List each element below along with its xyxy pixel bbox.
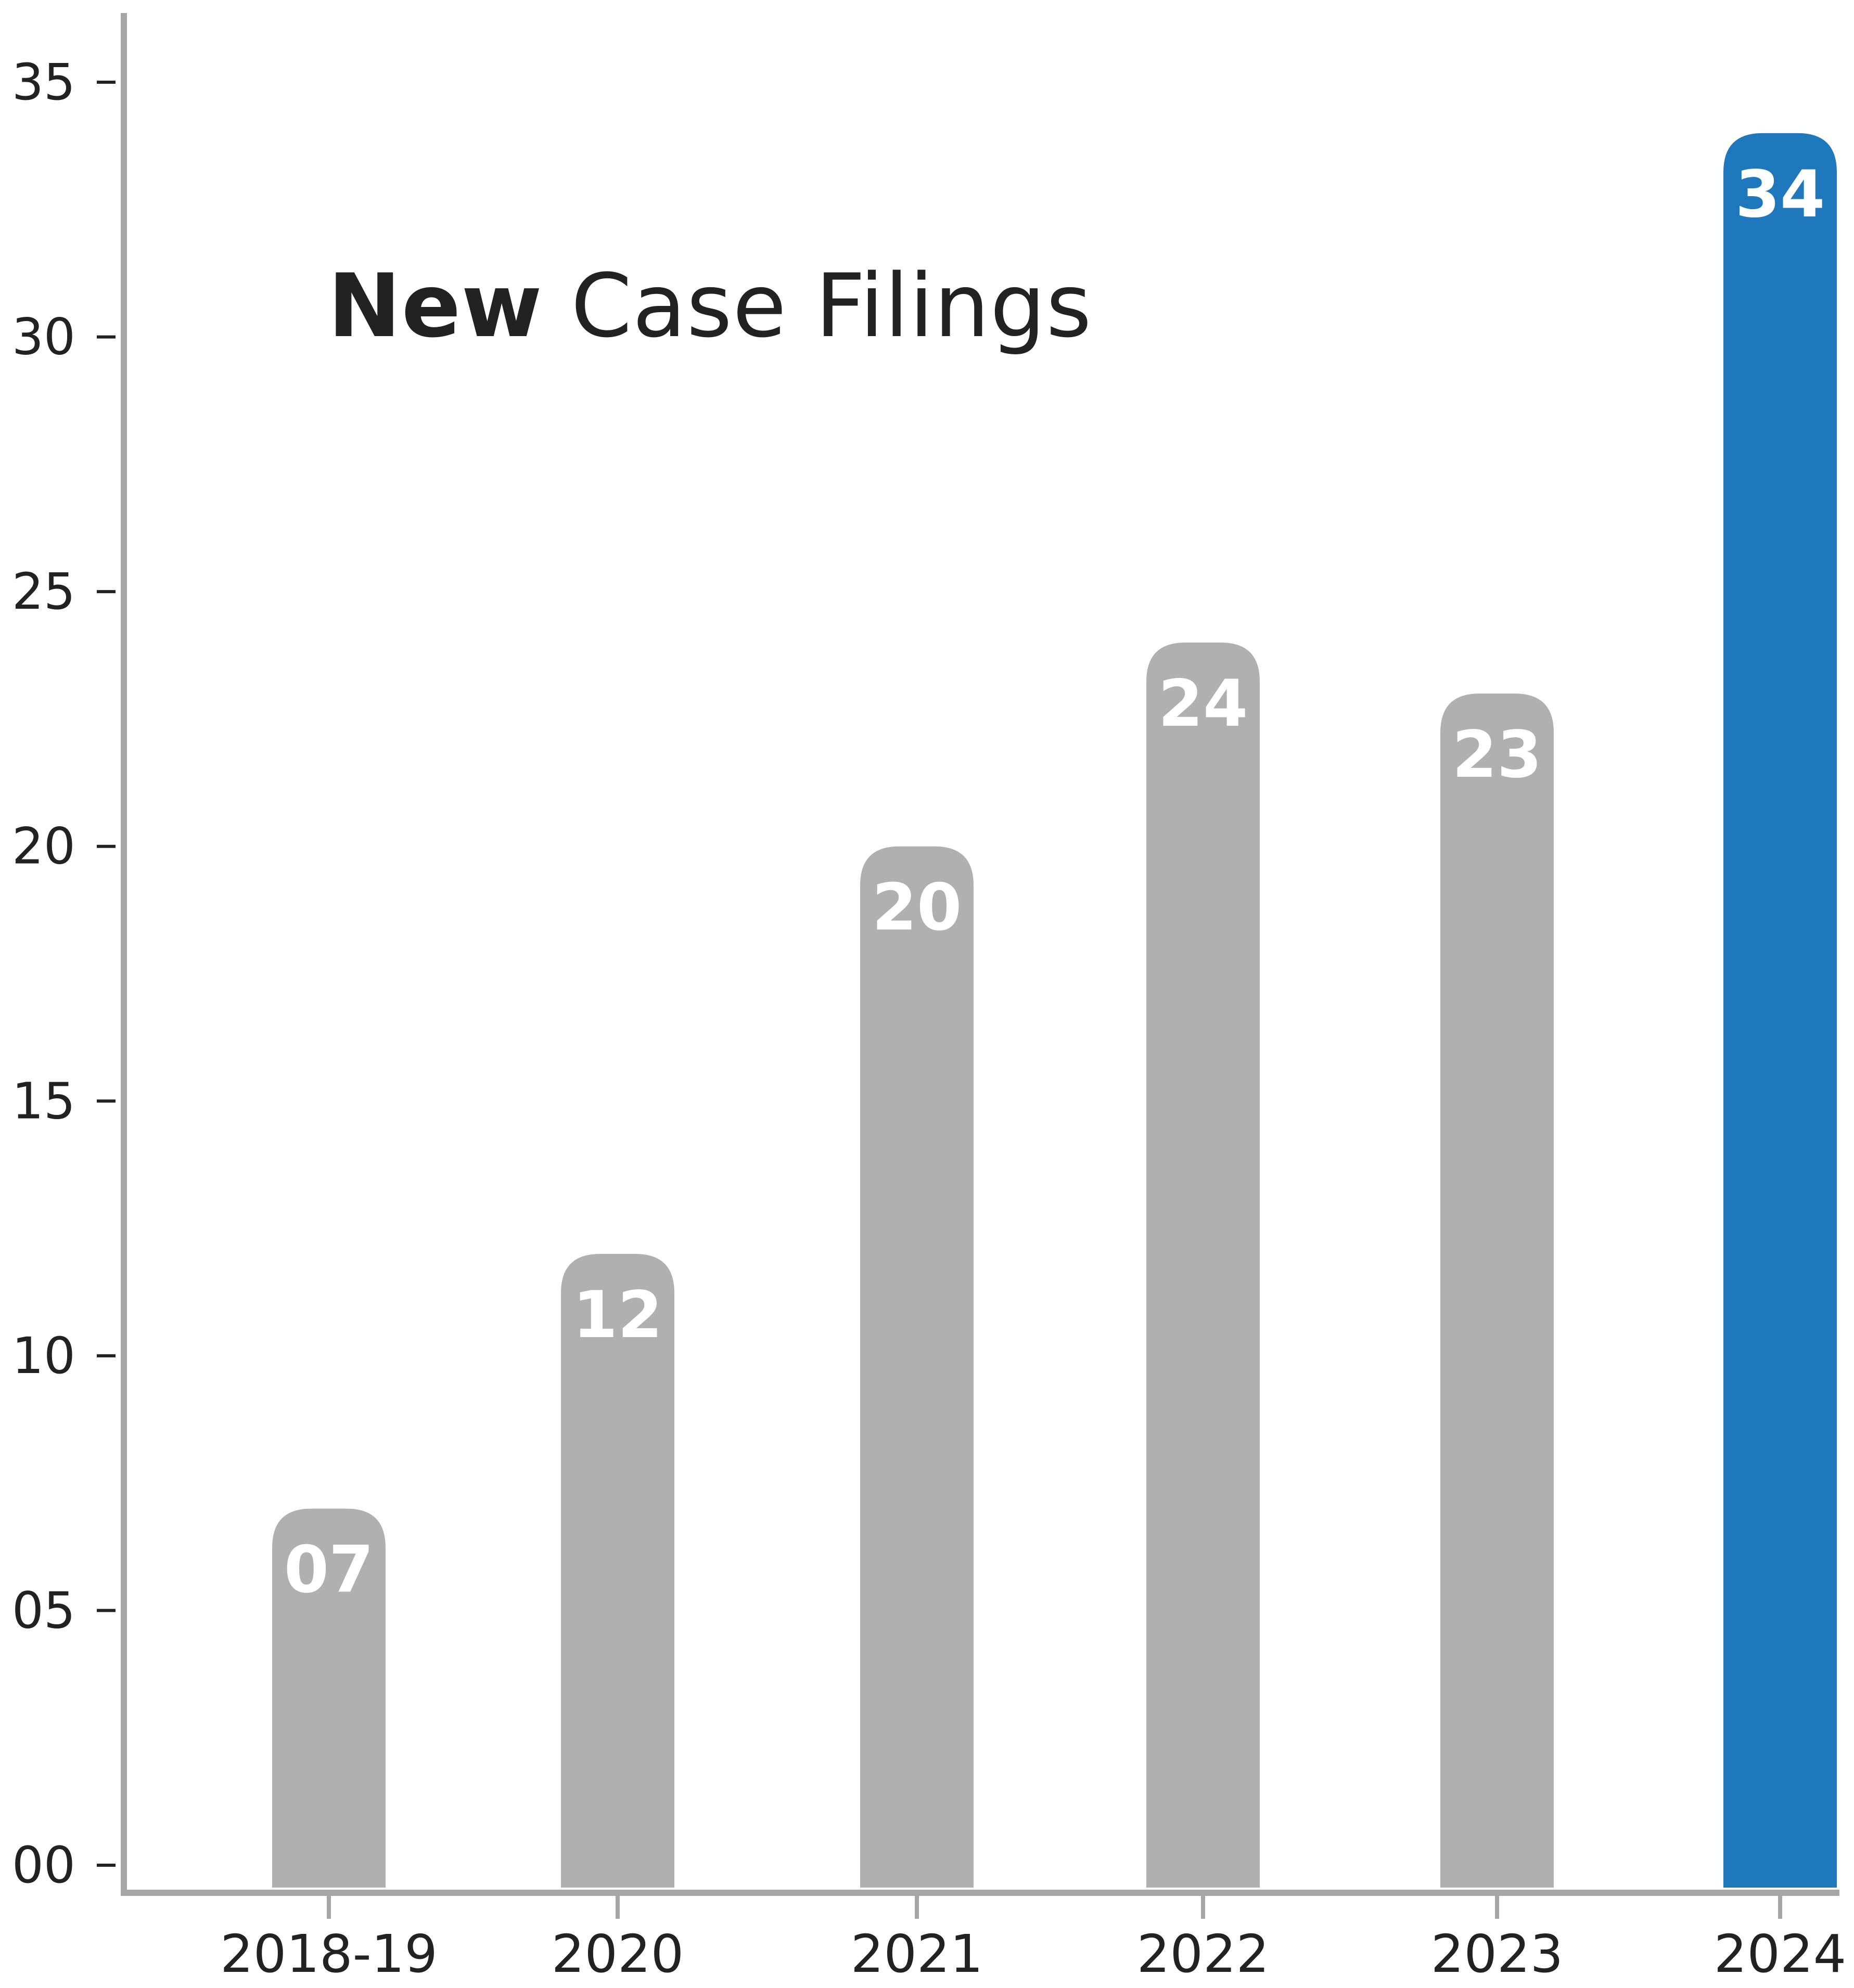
y-tick-label: 20	[12, 817, 75, 876]
y-axis: 00 05 10 15 20 25 30 35	[12, 13, 127, 1894]
x-tick-label: 2023	[1431, 1923, 1564, 1984]
bar	[1440, 693, 1554, 1888]
x-tick-label: 2022	[1137, 1923, 1270, 1984]
bar-value-label: 23	[1452, 717, 1542, 792]
x-tick-label: 2018-19	[220, 1923, 438, 1984]
x-tick-label: 2020	[552, 1923, 684, 1984]
y-tick-label: 15	[12, 1072, 75, 1130]
bar-value-label: 34	[1735, 157, 1825, 232]
y-tick-label: 30	[12, 308, 75, 366]
bar-value-label: 20	[872, 870, 962, 945]
chart-title-rest: Case Filings	[571, 255, 1092, 357]
x-tick-label: 2024	[1714, 1923, 1847, 1984]
y-tick-label: 35	[12, 53, 75, 111]
y-tick-label: 05	[12, 1581, 75, 1639]
bar	[561, 1254, 674, 1888]
bar-value-label: 24	[1158, 666, 1248, 741]
bar	[272, 1508, 386, 1888]
x-axis: 2018-19 2020 2021 2022 2023 2024	[121, 1890, 1847, 1984]
y-tick-label: 00	[12, 1836, 75, 1894]
bar	[1146, 643, 1260, 1888]
bar-value-label: 12	[573, 1278, 663, 1353]
chart-title: New Case Filings	[328, 255, 1092, 357]
value-labels: 07 12 20 24 23 34	[284, 157, 1825, 1608]
bars	[272, 133, 1837, 1888]
chart-title-strong: New	[328, 255, 543, 357]
bar-value-label: 07	[284, 1533, 374, 1608]
bar	[1723, 133, 1837, 1888]
bar	[860, 846, 974, 1888]
y-tick-label: 10	[12, 1327, 75, 1385]
y-tick-label: 25	[12, 562, 75, 621]
x-tick-label: 2021	[851, 1923, 983, 1984]
